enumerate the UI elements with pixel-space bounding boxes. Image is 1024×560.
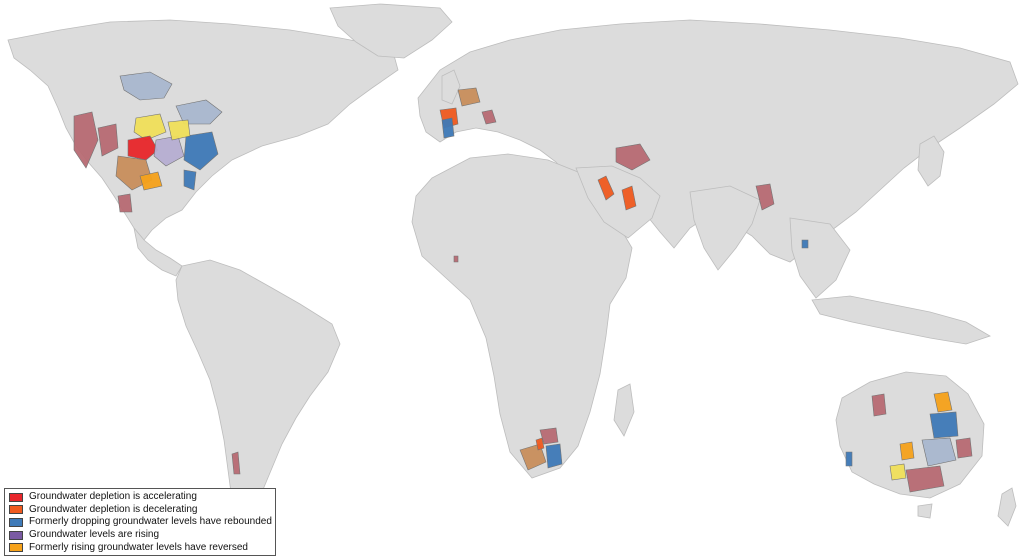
region-botswana (539, 427, 559, 445)
region-canada-prairies (119, 71, 173, 101)
region-great-artesian-basin (929, 411, 959, 439)
land-uk (441, 69, 461, 105)
landmasses (7, 3, 1019, 527)
region-western-australia (871, 393, 887, 417)
land-indonesia (811, 295, 991, 345)
region-mexico (117, 193, 133, 213)
land-southeast-asia (789, 217, 851, 299)
legend-item-rising: Groundwater levels are rising (9, 529, 271, 542)
region-bangladesh (755, 183, 775, 211)
legend-label-rebounded: Formerly dropping groundwater levels hav… (29, 516, 272, 528)
legend-swatch-reversed (9, 543, 23, 553)
land-eurasia (417, 19, 1019, 263)
region-west-africa (453, 255, 459, 263)
region-chile (231, 451, 241, 475)
region-appalachian (183, 131, 219, 171)
legend-label-decelerating: Groundwater depletion is decelerating (29, 503, 198, 515)
region-northern-plains (133, 113, 167, 141)
land-arabia (575, 165, 661, 239)
region-perth (845, 451, 853, 467)
region-thailand (801, 239, 809, 249)
legend-label-reversed: Formerly rising groundwater levels have … (29, 541, 248, 553)
region-high-plains (127, 135, 159, 161)
region-germany (457, 87, 481, 107)
region-iran (615, 143, 651, 171)
land-madagascar (613, 383, 635, 437)
region-saudi-west (597, 175, 615, 201)
legend-swatch-rebounded (9, 517, 23, 527)
region-south-australia (889, 463, 907, 481)
legend-swatch-decelerating (9, 505, 23, 515)
region-florida (183, 169, 197, 191)
land-new-zealand (997, 487, 1017, 527)
region-south-africa-east (545, 443, 563, 469)
land-central-america (133, 227, 183, 277)
region-ohio-valley (167, 119, 191, 141)
legend-item-reversed: Formerly rising groundwater levels have … (9, 541, 271, 554)
region-namibia (535, 437, 545, 451)
legend-swatch-accelerating (9, 492, 23, 502)
region-new-south-wales (955, 437, 973, 459)
legend-label-rising: Groundwater levels are rising (29, 529, 160, 541)
region-spain (441, 117, 455, 139)
region-victoria (905, 465, 945, 493)
legend-item-accelerating: Groundwater depletion is accelerating (9, 491, 271, 504)
aquifer-regions (73, 71, 973, 493)
land-north-america (7, 19, 399, 241)
legend-item-rebounded: Formerly dropping groundwater levels hav… (9, 516, 272, 529)
region-murray-darling (921, 437, 957, 467)
land-greenland (329, 3, 453, 59)
legend-label-accelerating: Groundwater depletion is accelerating (29, 491, 197, 503)
land-japan (917, 135, 945, 187)
region-central-australia (899, 441, 915, 461)
region-queensland-north (933, 391, 953, 413)
region-gulf-coast (139, 171, 163, 191)
legend-swatch-rising (9, 530, 23, 540)
legend-item-decelerating: Groundwater depletion is decelerating (9, 504, 271, 517)
land-tasmania (917, 503, 933, 519)
region-south-africa-west (519, 443, 547, 471)
legend: Groundwater depletion is accelerating Gr… (4, 488, 276, 556)
region-saudi-east (621, 185, 637, 211)
region-us-west-coast (73, 111, 99, 169)
land-india (689, 185, 761, 271)
region-great-basin (97, 123, 119, 157)
region-italy (481, 109, 497, 125)
